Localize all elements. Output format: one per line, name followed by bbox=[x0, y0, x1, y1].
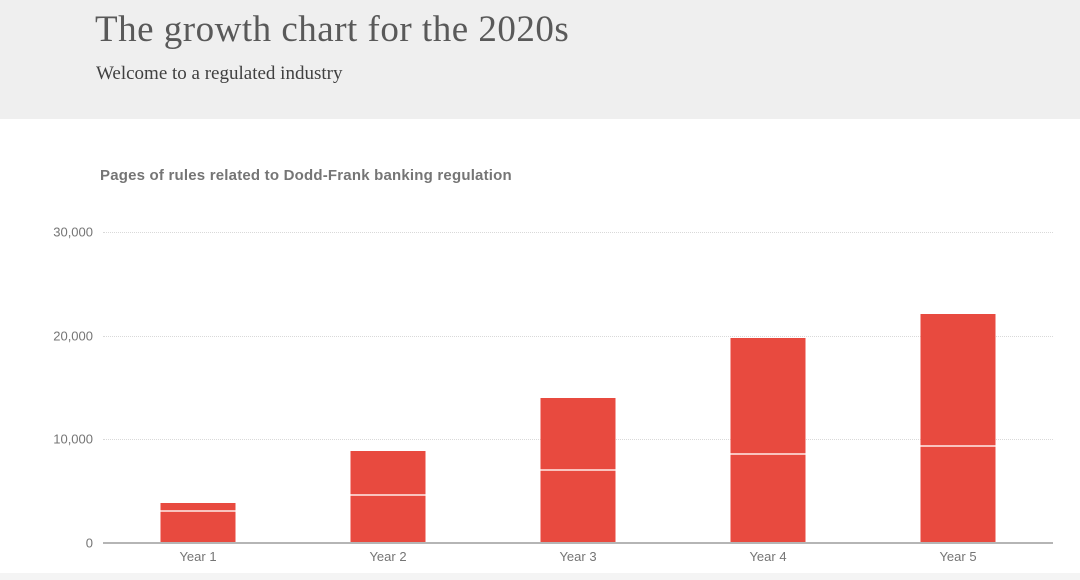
bar-segment-upper bbox=[730, 337, 806, 456]
bar-segment-upper bbox=[350, 450, 426, 497]
y-tick-label: 30,000 bbox=[53, 224, 93, 240]
x-axis-labels: Year 1 Year 2 Year 3 Year 4 Year 5 bbox=[103, 549, 1053, 564]
page-subtitle: Welcome to a regulated industry bbox=[96, 63, 343, 84]
plot-area: 0 10,000 20,000 30,000 bbox=[53, 225, 1053, 551]
bar-segment-lower bbox=[540, 471, 616, 543]
y-tick-label: 20,000 bbox=[53, 328, 93, 344]
page-title: The growth chart for the 2020s bbox=[95, 9, 570, 50]
y-tick-label: 0 bbox=[85, 535, 93, 551]
y-tick-label: 10,000 bbox=[53, 431, 93, 447]
bar-slot-2 bbox=[293, 232, 483, 543]
gridline-30000 bbox=[103, 232, 1053, 233]
bar-segment-lower bbox=[350, 496, 426, 543]
gridline-20000 bbox=[103, 335, 1053, 337]
bar-slot-3 bbox=[483, 232, 673, 543]
bar-segment-lower bbox=[160, 511, 236, 543]
bar-segment-upper bbox=[540, 397, 616, 472]
x-tick-label: Year 5 bbox=[939, 549, 977, 564]
chart-title: Pages of rules related to Dodd-Frank ban… bbox=[100, 167, 512, 184]
bar-year-5 bbox=[920, 313, 996, 543]
x-tick-label: Year 1 bbox=[179, 549, 217, 564]
bar-year-3 bbox=[540, 397, 616, 543]
bar-segment-upper bbox=[160, 502, 236, 512]
bar-slot-4 bbox=[673, 232, 863, 543]
header-banner: The growth chart for the 2020s Welcome t… bbox=[0, 0, 1080, 119]
x-tick-label: Year 4 bbox=[749, 549, 787, 564]
bar-segment-lower bbox=[920, 446, 996, 543]
bar-year-2 bbox=[350, 450, 426, 543]
bottom-strip bbox=[0, 573, 1080, 580]
x-tick-label: Year 3 bbox=[559, 549, 597, 564]
x-tick-label: Year 2 bbox=[369, 549, 407, 564]
bar-year-1 bbox=[160, 502, 236, 543]
bar-slot-5 bbox=[863, 232, 1053, 543]
bars-layer bbox=[103, 232, 1053, 543]
bar-year-4 bbox=[730, 337, 806, 543]
bar-segment-lower bbox=[730, 455, 806, 543]
bar-slot-1 bbox=[103, 232, 293, 543]
x-axis-line bbox=[103, 542, 1053, 544]
bar-segment-upper bbox=[920, 313, 996, 447]
